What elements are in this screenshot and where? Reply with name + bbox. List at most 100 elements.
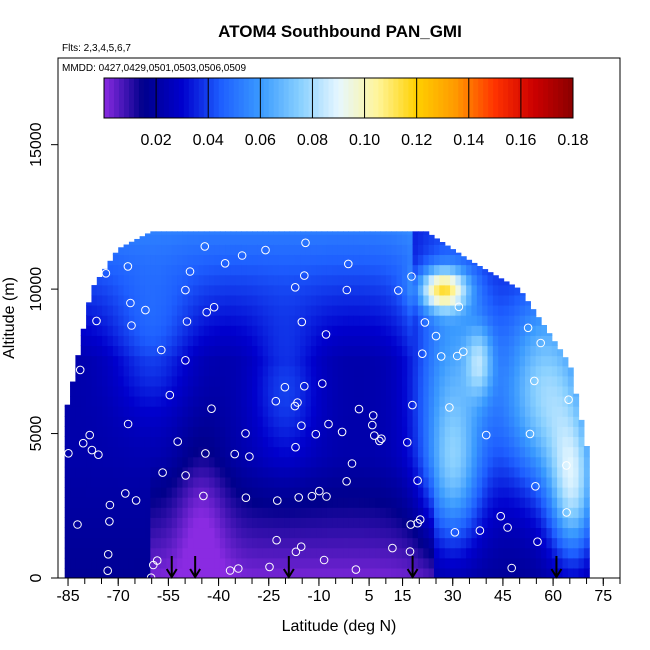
colorbar-segment — [368, 78, 374, 118]
heat-cell — [134, 527, 141, 539]
heat-cell — [407, 426, 414, 438]
heat-cell — [123, 567, 130, 578]
colorbar-segment — [553, 78, 559, 118]
heat-cell — [246, 426, 253, 438]
heat-cell — [380, 385, 387, 397]
heat-cell — [337, 264, 344, 276]
heat-cell — [385, 284, 392, 296]
heat-cell — [401, 406, 408, 417]
heat-cell — [112, 517, 119, 529]
heat-cell — [321, 567, 328, 578]
heat-cell — [310, 416, 317, 427]
heat-cell — [305, 507, 312, 518]
heat-cell — [348, 234, 355, 245]
heat-cell — [305, 466, 312, 478]
heat-cell — [235, 231, 242, 235]
heat-cell — [118, 476, 125, 488]
heat-cell — [487, 305, 494, 316]
heat-cell — [375, 476, 382, 488]
heat-cell — [519, 335, 526, 347]
heat-cell — [573, 507, 580, 518]
heat-cell — [525, 557, 531, 569]
heat-cell — [107, 305, 114, 316]
heat-cell — [214, 284, 221, 296]
heat-cell — [235, 254, 242, 266]
heat-cell — [86, 547, 93, 559]
heat-cell — [310, 527, 317, 539]
heat-cell — [278, 345, 285, 357]
heat-cell — [503, 294, 510, 306]
heat-cell — [150, 456, 157, 468]
heat-cell — [364, 406, 371, 417]
heat-cell — [171, 284, 178, 296]
heat-cell — [161, 406, 167, 417]
heat-cell — [262, 507, 269, 518]
heat-cell — [535, 476, 542, 488]
heat-cell — [487, 365, 494, 377]
heat-cell — [102, 456, 109, 468]
heat-cell — [364, 355, 371, 367]
colorbar-tick-label: 0.10 — [349, 132, 380, 149]
heat-cell — [246, 375, 253, 387]
heat-cell — [380, 406, 387, 417]
heat-cell — [450, 305, 457, 316]
heat-cell — [166, 234, 173, 245]
heat-cell — [86, 396, 93, 407]
heat-cell — [455, 365, 462, 377]
heat-cell — [193, 537, 200, 549]
heat-cell — [439, 355, 446, 367]
heat-cell — [417, 264, 424, 276]
heat-cell — [508, 284, 515, 296]
heat-cell — [417, 325, 424, 336]
heat-cell — [273, 476, 280, 488]
heat-cell — [214, 274, 221, 286]
heat-cell — [428, 557, 435, 569]
heat-cell — [289, 234, 296, 245]
heat-cell — [326, 436, 333, 448]
heat-cell — [289, 436, 296, 448]
heat-cell — [161, 335, 167, 347]
heat-cell — [284, 507, 291, 518]
heat-cell — [450, 547, 457, 559]
heat-cell — [225, 315, 232, 326]
heat-cell — [332, 456, 339, 468]
heat-cell — [305, 567, 312, 578]
heat-cell — [412, 406, 419, 417]
heat-cell — [503, 284, 510, 296]
heat-cell — [364, 466, 371, 478]
heat-cell — [332, 406, 339, 417]
sample-marker — [301, 238, 310, 248]
sample-marker — [307, 491, 317, 501]
heat-cell — [107, 396, 114, 407]
heat-cell — [252, 355, 258, 367]
heat-cell — [155, 537, 162, 549]
heat-cell — [503, 547, 510, 559]
heat-cell — [359, 517, 366, 529]
heat-cell — [107, 260, 114, 266]
heat-cell — [278, 294, 285, 306]
heat-cell — [278, 416, 285, 427]
heat-cell — [198, 335, 205, 347]
heat-cell — [391, 497, 398, 508]
heat-cell — [187, 497, 194, 508]
heat-cell — [305, 244, 312, 256]
heat-cell — [343, 231, 349, 235]
heat-cell — [112, 436, 119, 448]
heat-cell — [273, 231, 280, 235]
heat-cell — [482, 456, 489, 468]
heat-cell — [401, 567, 408, 578]
heat-cell — [498, 406, 505, 417]
heat-cell — [380, 456, 387, 468]
heat-cell — [86, 302, 93, 306]
heat-cell — [428, 264, 435, 276]
heat-cell — [380, 284, 387, 296]
heat-cell — [300, 487, 307, 498]
heat-cell — [107, 375, 114, 387]
heat-cell — [332, 294, 339, 306]
heat-cell — [380, 466, 387, 478]
heat-cell — [294, 264, 301, 276]
heat-cell — [161, 385, 167, 397]
heat-cell — [455, 335, 462, 347]
heat-cell — [219, 264, 226, 276]
heat-cell — [139, 325, 146, 336]
